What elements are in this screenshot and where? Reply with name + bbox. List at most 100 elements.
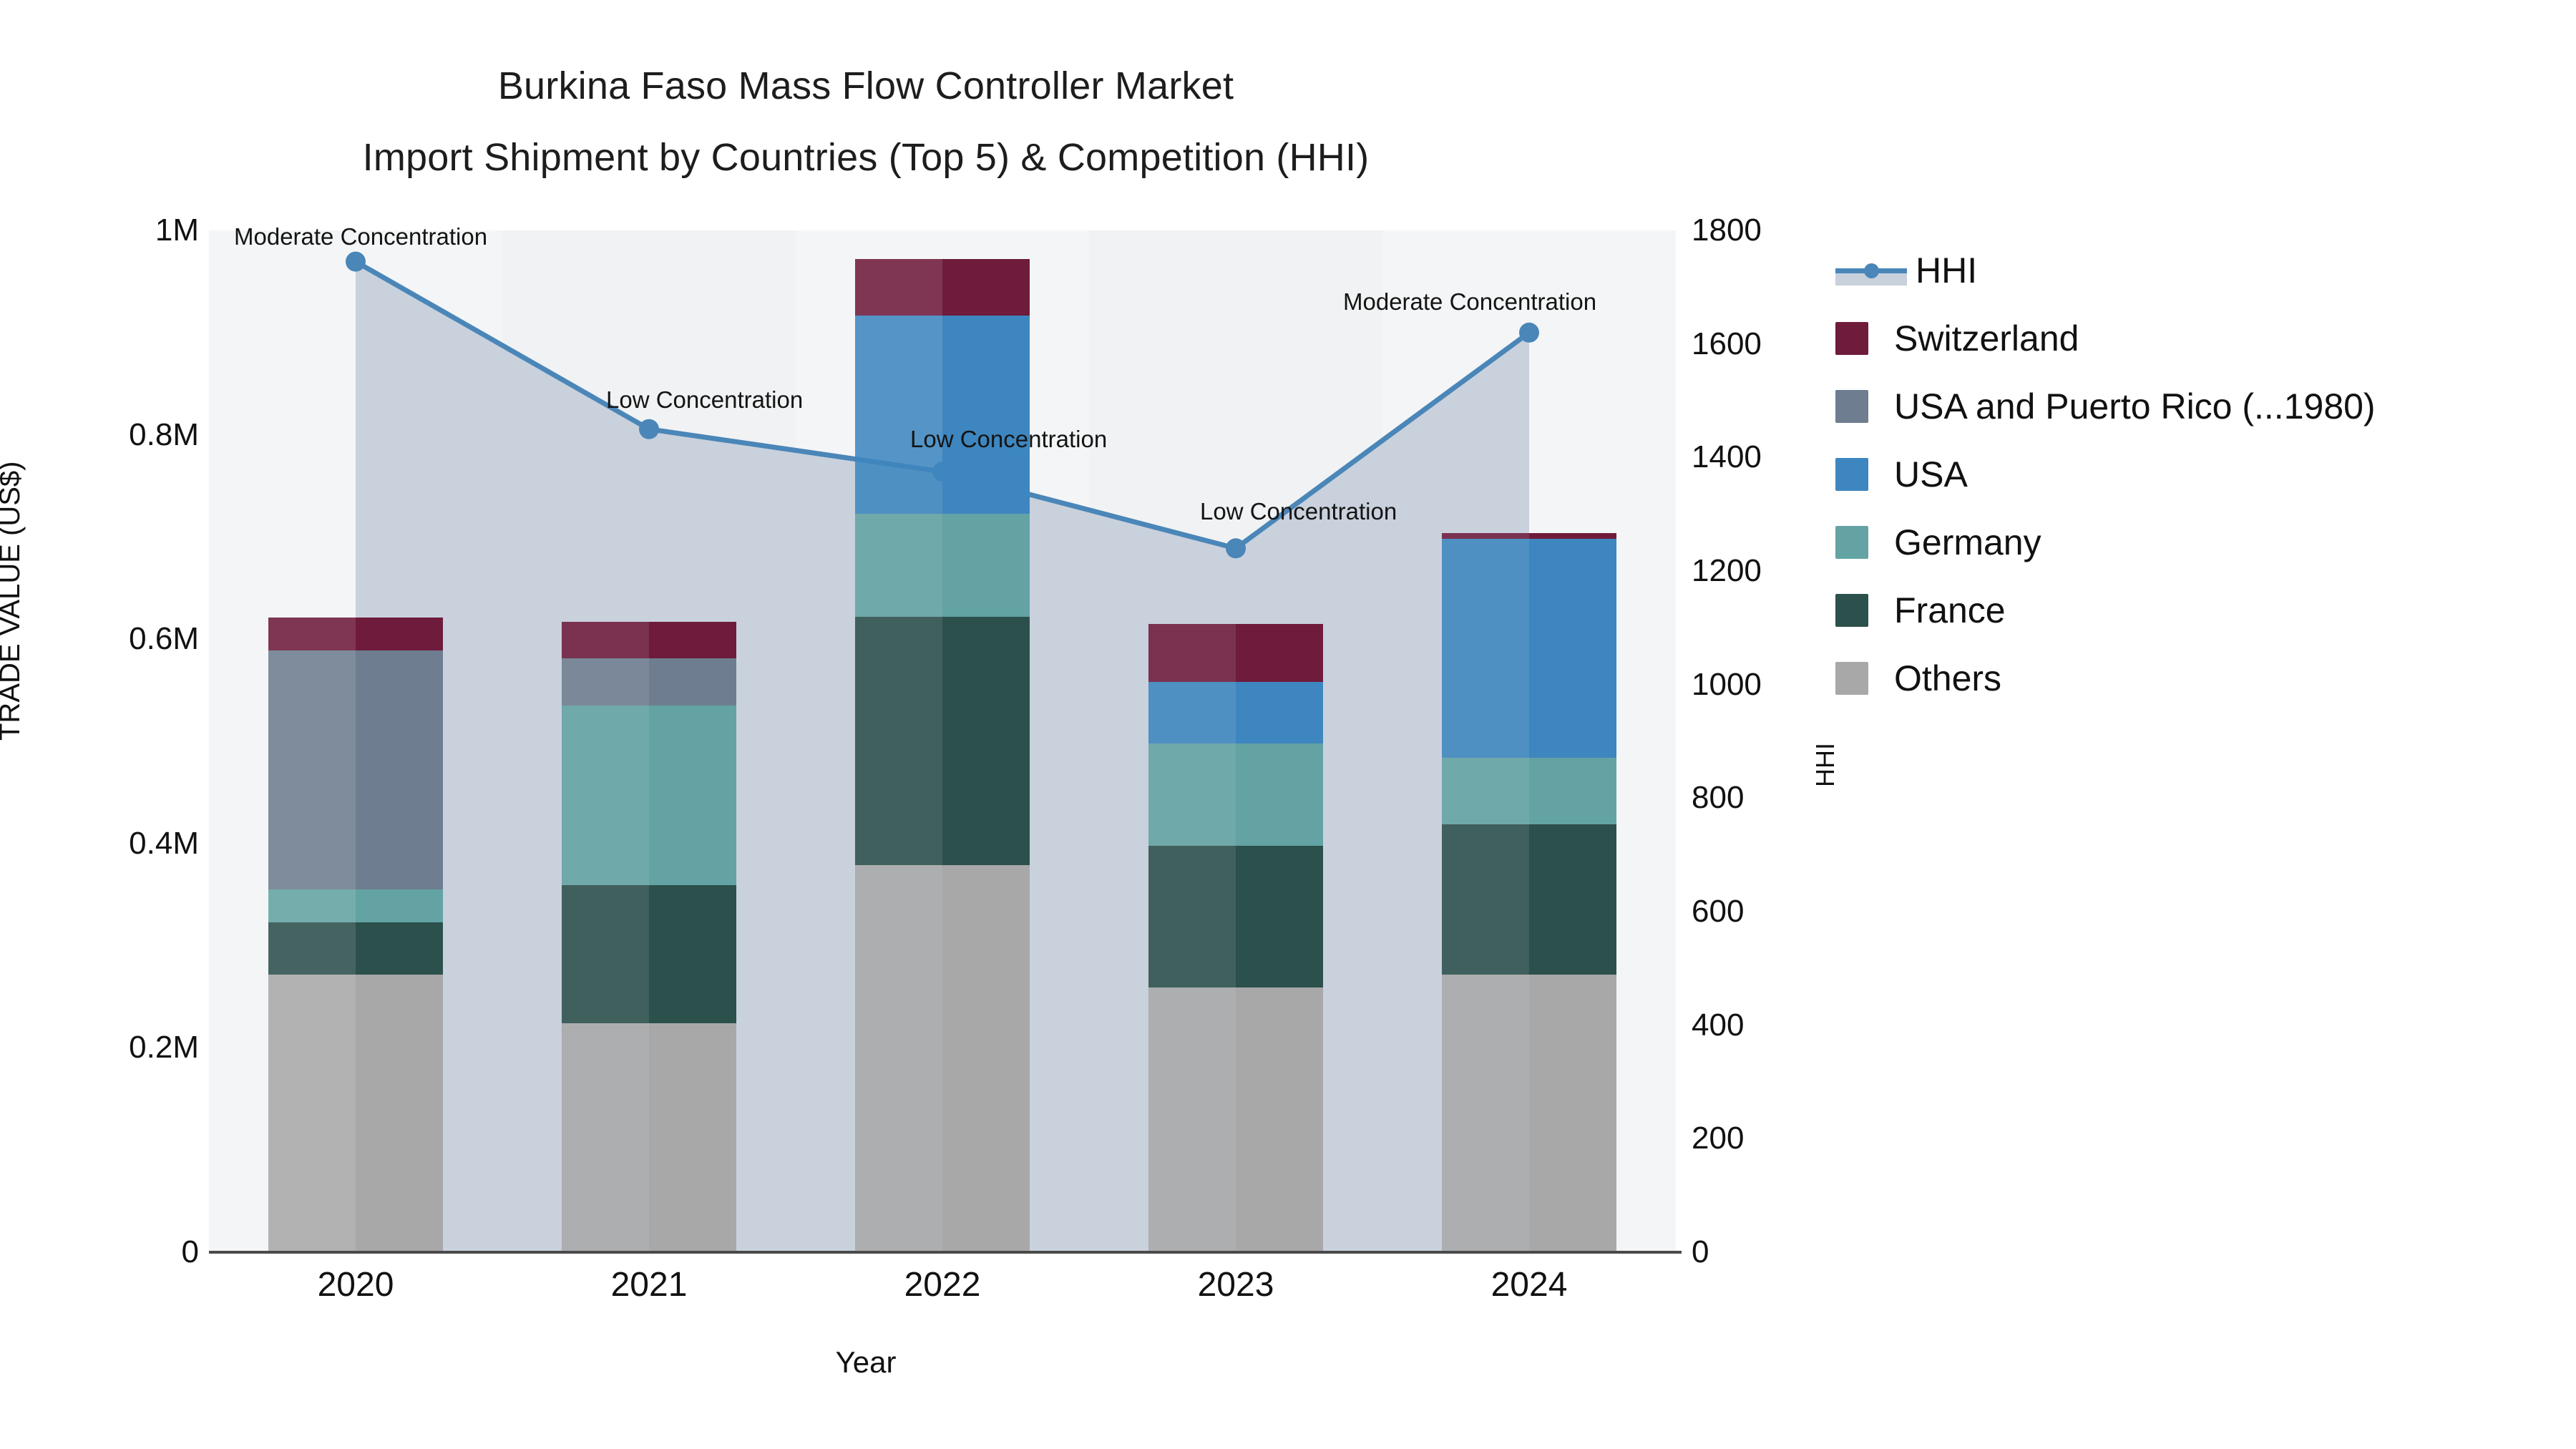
concentration-annotation: Moderate Concentration — [234, 223, 488, 250]
bar-segment[interactable] — [1442, 757, 1529, 824]
bar-segment[interactable] — [855, 315, 942, 514]
bar-segment[interactable] — [1442, 539, 1529, 758]
bar-column[interactable] — [649, 230, 736, 1252]
bar-segment[interactable] — [1148, 682, 1236, 743]
bar-segment[interactable] — [356, 618, 443, 650]
hhi-marker[interactable] — [639, 419, 659, 439]
legend-item[interactable]: USA and Puerto Rico (...1980) — [1835, 372, 2565, 440]
bar-segment[interactable] — [942, 315, 1030, 514]
legend-swatch-icon — [1835, 525, 1868, 559]
plot-area: Moderate Concentration Low Concentration L… — [209, 225, 1676, 1254]
legend-swatch-icon — [1835, 593, 1868, 627]
y-axis-left-tick: 0.8M — [129, 416, 199, 452]
legend-item-label: HHI — [1916, 250, 1978, 291]
bar-column[interactable] — [855, 230, 942, 1252]
bar-segment[interactable] — [1148, 987, 1236, 1252]
y-axis-right-tick: 1400 — [1692, 439, 1762, 475]
bar-segment[interactable] — [1236, 987, 1323, 1252]
y-axis-right-tick: 400 — [1692, 1007, 1745, 1043]
bar-segment[interactable] — [1442, 974, 1529, 1252]
y-axis-right-label: HHI — [1810, 743, 1840, 787]
bar-segment[interactable] — [1148, 623, 1236, 683]
y-axis-left-tick: 0 — [181, 1234, 199, 1269]
y-axis-right-tick: 1600 — [1692, 326, 1762, 361]
bar-segment[interactable] — [356, 650, 443, 890]
bar-segment[interactable] — [562, 658, 649, 706]
bar-segment[interactable] — [356, 889, 443, 922]
bar-segment[interactable] — [942, 864, 1030, 1252]
bar-segment[interactable] — [562, 885, 649, 1024]
bar-segment[interactable] — [649, 621, 736, 659]
bar-segment[interactable] — [1442, 824, 1529, 975]
bar-segment[interactable] — [356, 922, 443, 975]
bar-segment[interactable] — [268, 889, 356, 922]
legend-item[interactable]: Switzerland — [1835, 304, 2565, 372]
bar-segment[interactable] — [1442, 532, 1529, 540]
bar-column[interactable] — [1236, 230, 1323, 1252]
bar-segment[interactable] — [942, 616, 1030, 865]
bar-segment[interactable] — [1236, 743, 1323, 846]
legend-item[interactable]: USA — [1835, 440, 2565, 508]
x-axis-tick: 2021 — [610, 1266, 688, 1304]
x-axis-tick: 2023 — [1197, 1266, 1274, 1304]
bar-segment[interactable] — [356, 974, 443, 1252]
bar-segment[interactable] — [649, 1023, 736, 1252]
bar-segment[interactable] — [1236, 682, 1323, 743]
bar-segment[interactable] — [268, 974, 356, 1252]
bar-segment[interactable] — [1236, 623, 1323, 683]
bar-segment[interactable] — [649, 706, 736, 886]
bar-segment[interactable] — [855, 616, 942, 865]
chart-title-line-1: Burkina Faso Mass Flow Controller Market — [497, 64, 1234, 107]
bar-segment[interactable] — [649, 885, 736, 1024]
bar-column[interactable] — [562, 230, 649, 1252]
bar-segment[interactable] — [1529, 539, 1616, 758]
y-axis-left-tick: 0.6M — [129, 621, 199, 657]
bar-column[interactable] — [268, 230, 356, 1252]
hhi-marker[interactable] — [1226, 538, 1246, 559]
legend-line-marker-icon — [1835, 254, 1907, 287]
bar-segment[interactable] — [1148, 845, 1236, 988]
bar-segment[interactable] — [562, 1023, 649, 1252]
bar-segment[interactable] — [649, 658, 736, 706]
bar-segment[interactable] — [942, 513, 1030, 617]
legend-item[interactable]: France — [1835, 576, 2565, 644]
hhi-marker[interactable] — [346, 251, 366, 272]
chart-title-line-2: Import Shipment by Countries (Top 5) & C… — [362, 136, 1370, 179]
bar-column[interactable] — [942, 230, 1030, 1252]
bar-segment[interactable] — [562, 706, 649, 886]
concentration-annotation: Low Concentration — [910, 426, 1108, 453]
legend-item[interactable]: Others — [1835, 644, 2565, 712]
legend-item[interactable]: Germany — [1835, 508, 2565, 576]
bar-column[interactable] — [1529, 230, 1616, 1252]
legend-item-label: USA and Puerto Rico (...1980) — [1894, 386, 2376, 426]
legend-item-label: Germany — [1894, 522, 2041, 562]
legend-swatch-icon — [1835, 321, 1868, 355]
y-axis-right-tick: 0 — [1692, 1234, 1709, 1269]
bar-segment[interactable] — [268, 922, 356, 975]
legend-item[interactable]: HHI — [1835, 236, 2565, 304]
bar-segment[interactable] — [855, 864, 942, 1252]
bar-segment[interactable] — [1529, 824, 1616, 975]
x-axis-label: Year — [835, 1345, 897, 1379]
bar-segment[interactable] — [1148, 743, 1236, 846]
bar-segment[interactable] — [855, 259, 942, 316]
bar-column[interactable] — [356, 230, 443, 1252]
bar-column[interactable] — [1148, 230, 1236, 1252]
bar-segment[interactable] — [1529, 974, 1616, 1252]
chart-title: Burkina Faso Mass Flow Controller Market… — [0, 50, 1732, 193]
bar-segment[interactable] — [268, 618, 356, 650]
y-axis-left-tick: 0.2M — [129, 1030, 199, 1065]
bar-segment[interactable] — [942, 259, 1030, 316]
bar-segment[interactable] — [1236, 845, 1323, 988]
legend-item-label: Others — [1894, 658, 2002, 698]
bar-segment[interactable] — [855, 513, 942, 617]
bar-segment[interactable] — [562, 621, 649, 659]
bar-segment[interactable] — [268, 650, 356, 890]
bar-segment[interactable] — [1529, 532, 1616, 540]
bar-segment[interactable] — [1529, 757, 1616, 824]
legend-swatch-icon — [1835, 389, 1868, 423]
chart-legend: HHI Switzerland USA and Puerto Rico (...19… — [1835, 236, 2565, 712]
bar-column[interactable] — [1442, 230, 1529, 1252]
legend-item-label: France — [1894, 590, 2006, 630]
hhi-marker[interactable] — [1519, 322, 1539, 343]
